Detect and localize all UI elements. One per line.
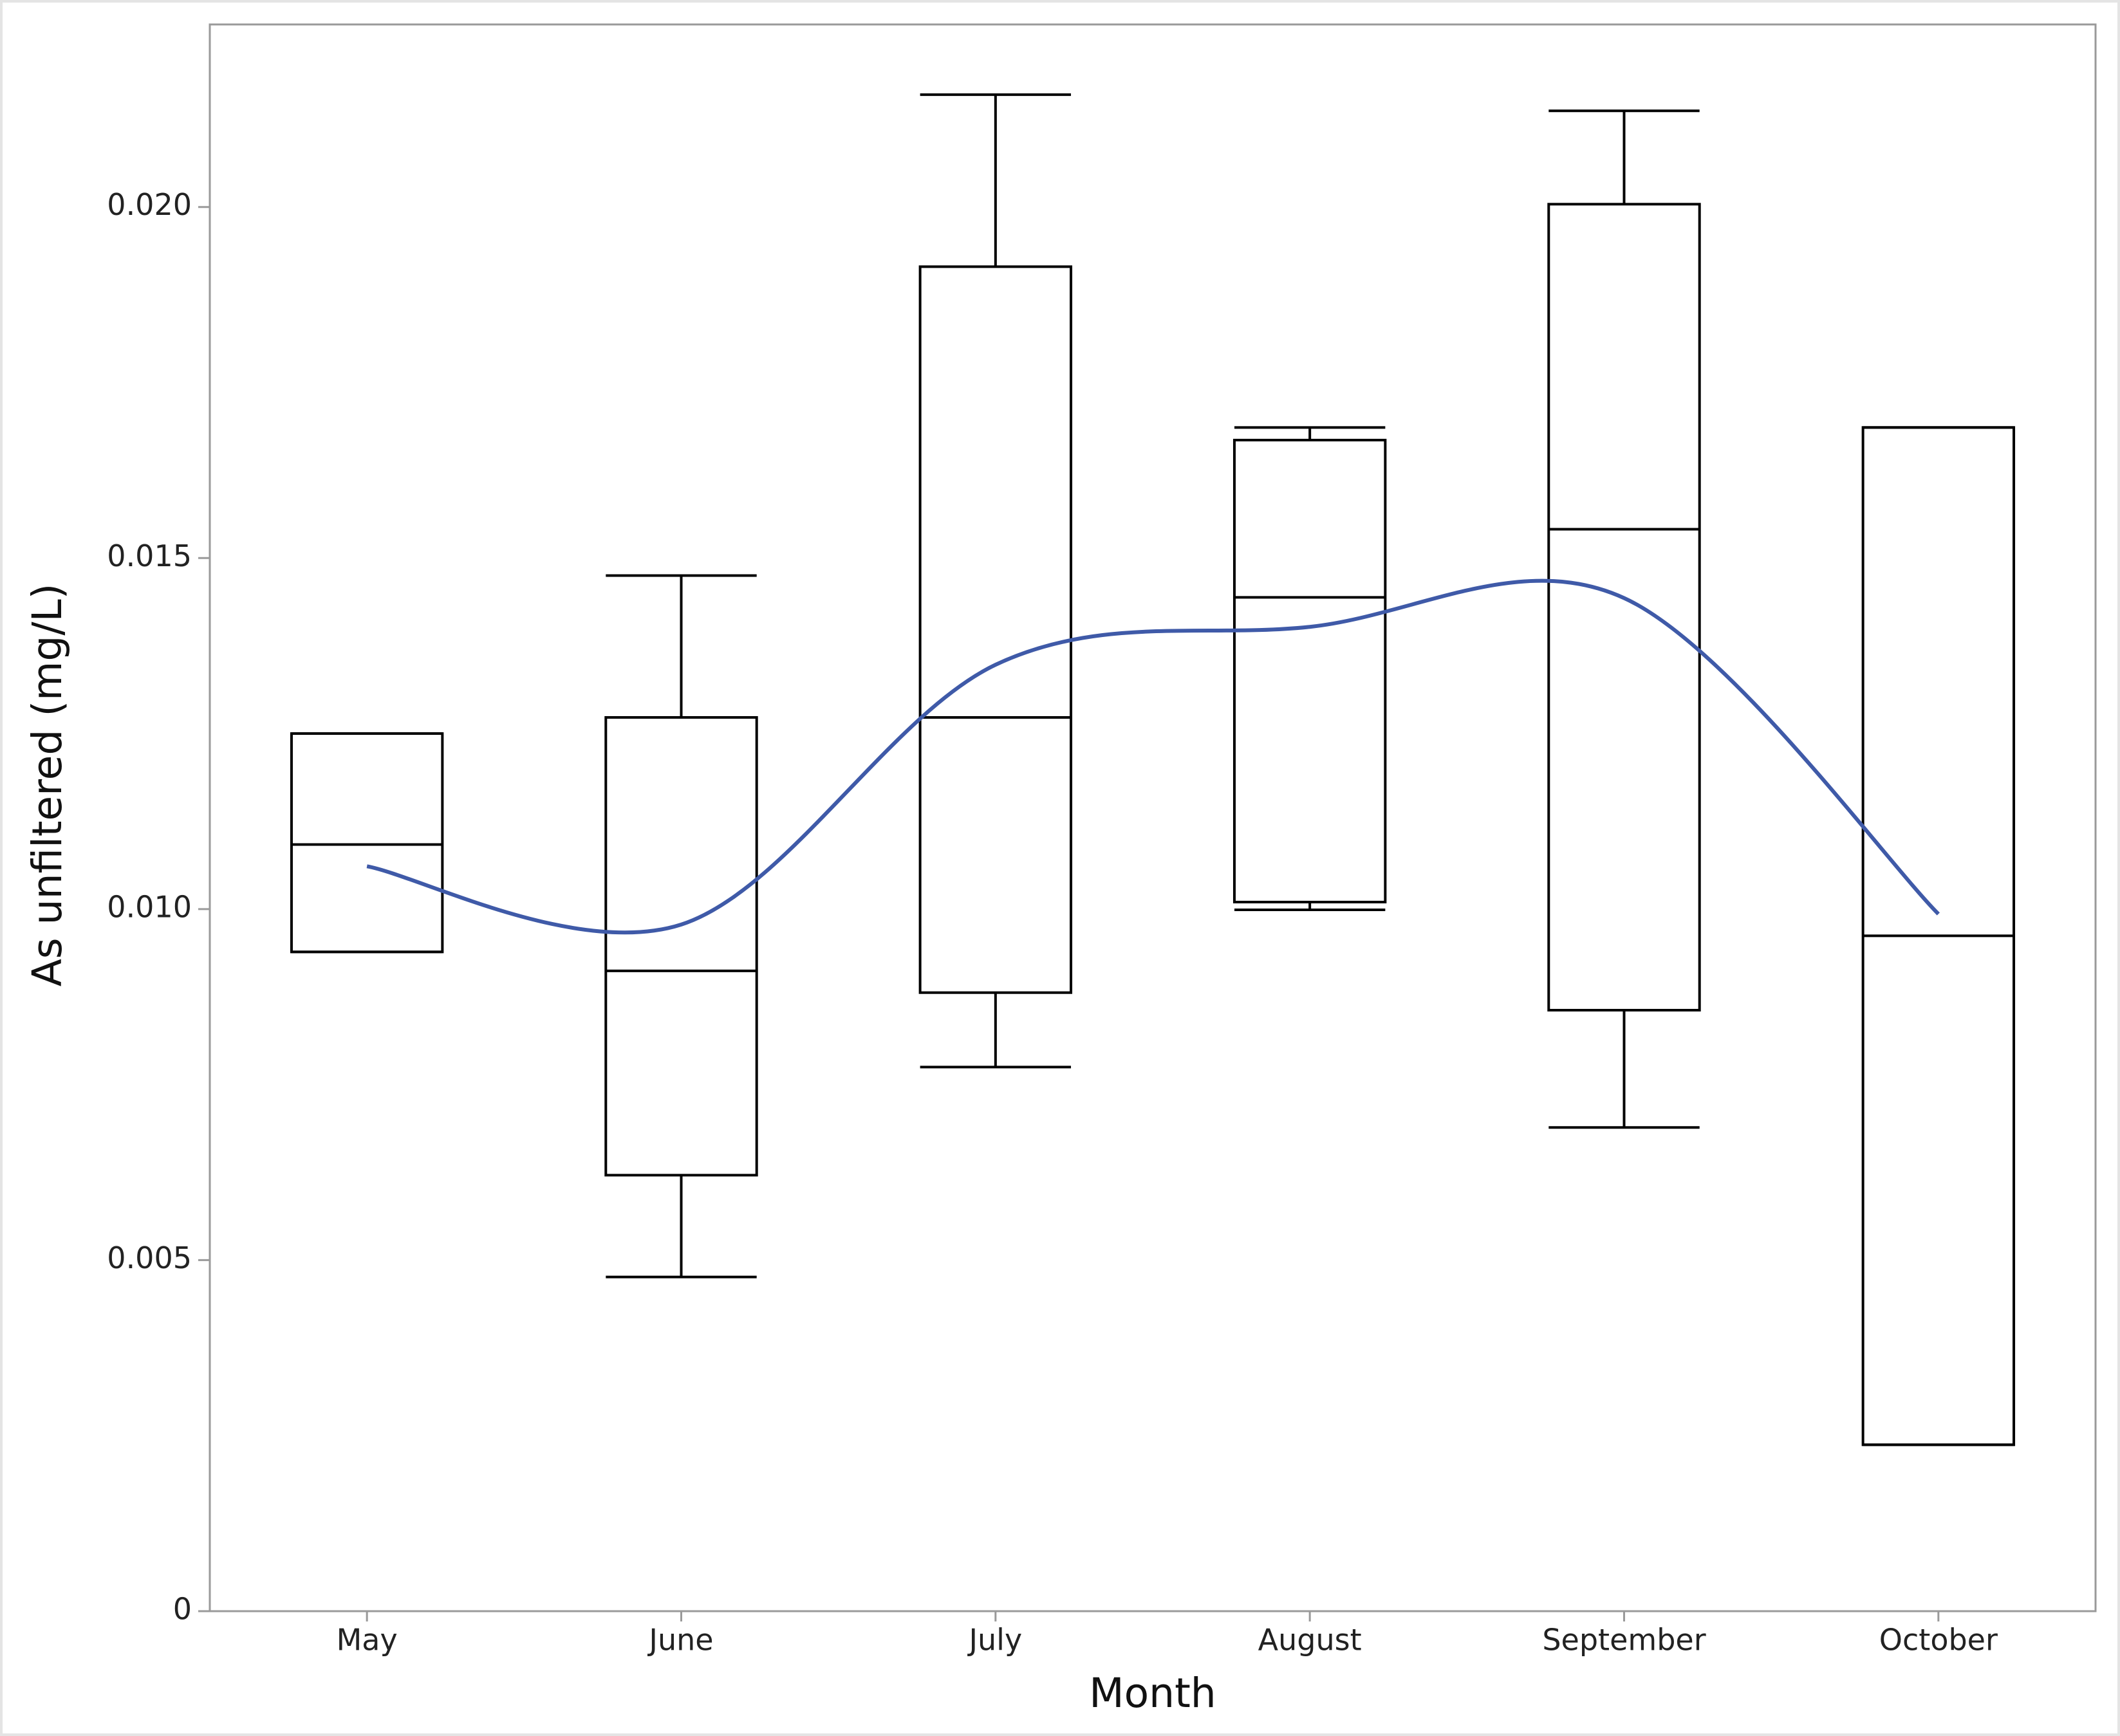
plot-frame (209, 23, 2097, 1612)
x-tick-label: August (1258, 1623, 1362, 1658)
x-tick-label: July (967, 1623, 1022, 1658)
x-tick-label: June (647, 1623, 713, 1658)
x-tick-label: May (337, 1623, 398, 1658)
x-tick-label: September (1542, 1623, 1706, 1658)
y-tick-label: 0.020 (107, 187, 192, 222)
smoother-line (366, 578, 1940, 935)
x-axis-title: Month (1089, 1670, 1216, 1717)
y-tick-label: 0 (173, 1592, 192, 1627)
box (290, 732, 444, 954)
box (1547, 203, 1701, 1011)
y-tick-label: 0.005 (107, 1241, 192, 1275)
y-axis-title: As unfiltered (mg/L) (24, 584, 71, 987)
box (604, 716, 758, 1177)
y-tick-label: 0.010 (107, 889, 192, 924)
box (918, 265, 1073, 994)
box (1232, 438, 1387, 903)
y-tick-label: 0.015 (107, 539, 192, 573)
x-tick-label: October (1879, 1623, 1998, 1658)
